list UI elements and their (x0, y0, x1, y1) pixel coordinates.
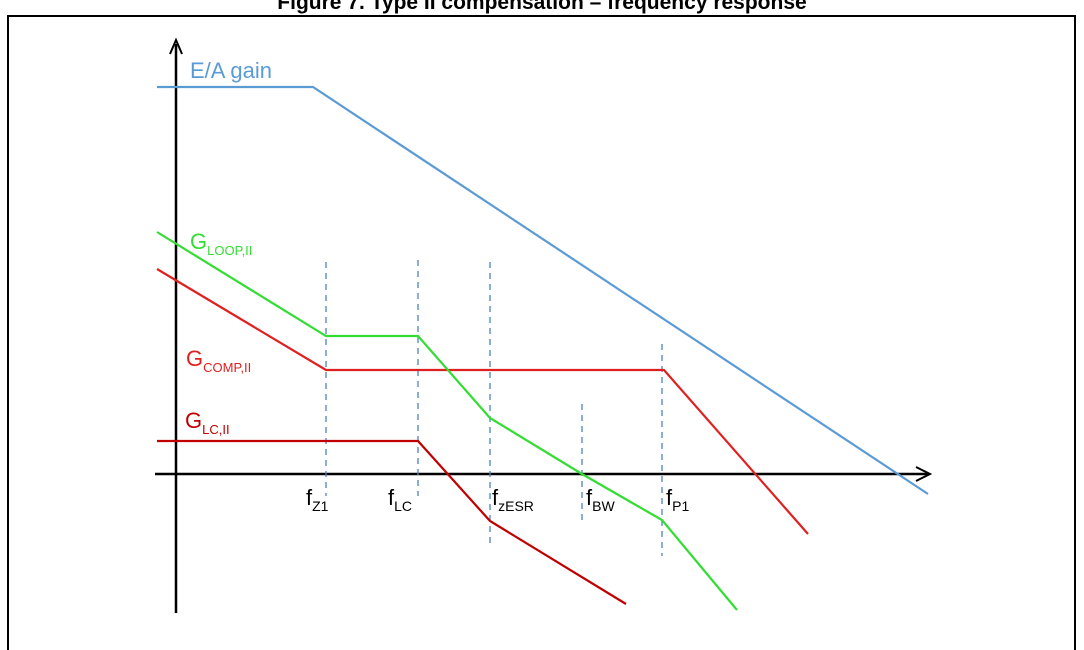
freq-label-fzesr-main: f (492, 485, 499, 510)
freq-label-fp1-sub: P1 (672, 498, 689, 514)
g-loop-label-main: G (190, 229, 207, 254)
freq-label-fz1-sub: Z1 (312, 498, 329, 514)
g-loop-label: GLOOP,II (190, 229, 252, 258)
freq-label-fbw-main: f (586, 485, 593, 510)
freq-label-flc: fLC (388, 485, 412, 514)
freq-label-fp1: fP1 (666, 485, 689, 514)
g-comp-label-main: G (186, 346, 203, 371)
g-loop-curve (156, 231, 738, 611)
freq-label-flc-sub: LC (394, 498, 412, 514)
freq-label-fzesr-sub: zESR (498, 498, 534, 514)
ea-gain-label: E/A gain (190, 58, 272, 83)
freq-label-fbw: fBW (586, 485, 615, 514)
x-axis-arrow (915, 466, 933, 482)
g-comp-label-sub: COMP,II (203, 360, 251, 375)
freq-label-flc-main: f (388, 485, 395, 510)
freq-label-fp1-main: f (666, 485, 673, 510)
title-bar: Figure 7. Type II compensation – frequen… (0, 0, 1084, 18)
y-axis-arrow (169, 37, 183, 55)
freq-label-fzesr: fzESR (492, 485, 534, 514)
g-lc-label-sub: LC,II (202, 422, 229, 437)
g-lc-curve (157, 439, 627, 605)
g-loop-label-sub: LOOP,II (207, 243, 252, 258)
g-comp-curve (156, 268, 809, 535)
page-title: Figure 7. Type II compensation – frequen… (277, 0, 807, 14)
freq-label-fz1-main: f (306, 485, 313, 510)
figure-frame (7, 15, 1076, 650)
g-comp-label: GCOMP,II (186, 346, 251, 375)
freq-label-fbw-sub: BW (592, 498, 615, 514)
g-lc-label-main: G (185, 408, 202, 433)
freq-label-fz1: fZ1 (306, 485, 329, 514)
ea-gain-curve (157, 85, 929, 495)
g-lc-label: GLC,II (185, 408, 230, 437)
